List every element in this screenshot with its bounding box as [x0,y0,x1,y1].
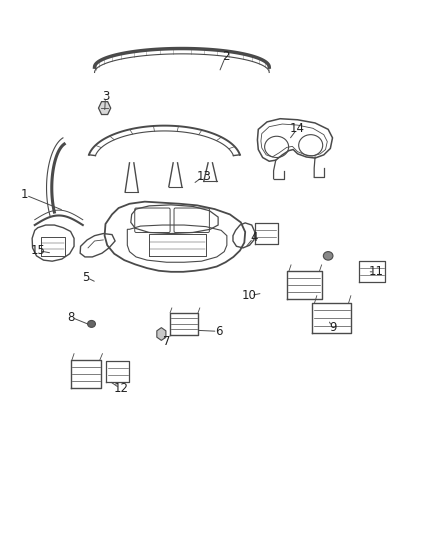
Text: 2: 2 [222,50,230,63]
Text: 8: 8 [67,311,74,324]
Text: 5: 5 [82,271,89,284]
Ellipse shape [323,252,333,260]
Ellipse shape [88,320,95,327]
Text: 4: 4 [250,231,258,244]
Text: 15: 15 [30,244,45,257]
Text: 9: 9 [329,321,336,334]
Text: 12: 12 [113,382,128,395]
Text: 14: 14 [290,122,305,135]
Text: 13: 13 [196,169,211,183]
Text: 11: 11 [369,265,384,278]
Text: 10: 10 [242,289,257,302]
Text: 3: 3 [102,90,109,103]
Text: 6: 6 [215,325,223,338]
Text: 7: 7 [163,335,170,349]
Text: 1: 1 [21,188,28,201]
